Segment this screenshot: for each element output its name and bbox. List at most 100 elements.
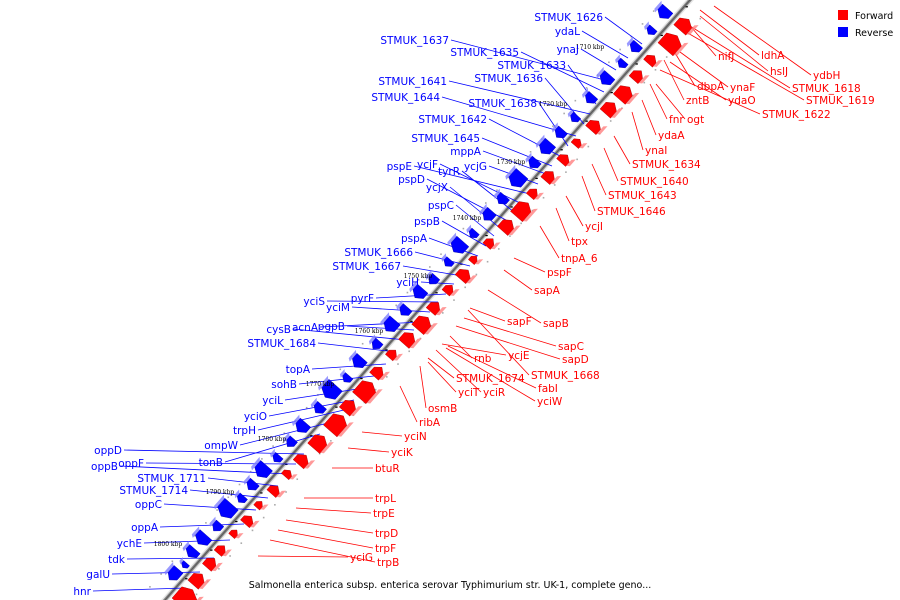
reverse-gene-label-oppd[interactable]: oppD [94,445,122,457]
forward-gene-feature[interactable] [612,85,633,105]
reverse-gene-label-ompw[interactable]: ompW [204,440,238,452]
reverse-gene-label-pspd[interactable]: pspD [398,174,425,186]
forward-gene-label-stmuk_1668[interactable]: STMUK_1668 [531,370,600,382]
forward-gene-feature[interactable] [266,485,280,498]
reverse-gene-label-ycih[interactable]: yciH [396,277,419,289]
forward-gene-feature[interactable] [187,573,205,590]
forward-gene-label-trpd[interactable]: trpD [375,528,398,540]
forward-gene-label-sapb[interactable]: sapB [543,318,569,330]
reverse-gene-label-oppa[interactable]: oppA [131,522,159,534]
reverse-gene-feature[interactable] [570,111,582,123]
reverse-gene-label-stmuk_1714[interactable]: STMUK_1714 [119,485,188,497]
reverse-gene-feature[interactable] [428,272,441,285]
forward-gene-label-dbpa[interactable]: dbpA [697,81,725,93]
reverse-gene-label-pspa[interactable]: pspA [401,233,428,245]
forward-gene-label-stmuk_1618[interactable]: STMUK_1618 [792,83,861,95]
forward-gene-label-stmuk_1646[interactable]: STMUK_1646 [597,206,666,218]
reverse-gene-feature[interactable] [468,227,480,239]
reverse-gene-label-cysb[interactable]: cysB [266,324,291,336]
forward-gene-feature[interactable] [570,138,582,149]
forward-gene-label-ydbh[interactable]: ydbH [813,70,840,82]
reverse-gene-label-ycjx[interactable]: ycjX [426,182,448,194]
reverse-gene-label-hnr[interactable]: hnr [73,586,91,598]
forward-gene-label-trpl[interactable]: trpL [375,493,396,505]
forward-gene-label-stmuk_1634[interactable]: STMUK_1634 [632,159,701,171]
forward-gene-label-stmuk_1622[interactable]: STMUK_1622 [762,109,831,121]
forward-gene-feature[interactable] [369,366,384,381]
reverse-gene-label-ycil[interactable]: yciL [262,395,283,407]
forward-gene-label-sapc[interactable]: sapC [558,341,584,353]
reverse-gene-feature[interactable] [508,168,529,188]
forward-gene-label-ycit[interactable]: yciT [458,387,480,399]
reverse-gene-feature[interactable] [181,560,190,569]
reverse-gene-label-stmuk_1641[interactable]: STMUK_1641 [378,76,447,88]
reverse-gene-label-tdk[interactable]: tdk [108,554,126,566]
forward-gene-label-riba[interactable]: ribA [419,417,441,429]
reverse-gene-label-ydal[interactable]: ydaL [555,26,580,38]
forward-gene-label-stmuk_1619[interactable]: STMUK_1619 [806,95,875,107]
forward-gene-label-fabi[interactable]: fabI [538,383,558,395]
forward-gene-label-ldha[interactable]: ldhA [761,50,785,62]
forward-gene-label-zntb[interactable]: zntB [686,95,710,107]
forward-gene-label-tnpa_6[interactable]: tnpA_6 [561,253,598,265]
forward-gene-feature[interactable] [323,413,348,438]
forward-gene-label-trpf[interactable]: trpF [375,543,396,555]
reverse-gene-feature[interactable] [352,353,368,369]
forward-gene-feature[interactable] [411,315,432,335]
forward-gene-feature[interactable] [228,529,238,539]
forward-gene-label-sapd[interactable]: sapD [562,354,589,366]
forward-gene-label-ynaf[interactable]: ynaF [730,82,755,94]
forward-gene-label-btur[interactable]: btuR [375,463,400,475]
forward-gene-feature[interactable] [425,302,441,316]
forward-gene-feature[interactable] [385,349,397,362]
reverse-gene-feature[interactable] [629,39,643,53]
reverse-gene-label-pspb[interactable]: pspB [414,216,440,228]
forward-gene-label-sapa[interactable]: sapA [534,285,561,297]
forward-gene-feature[interactable] [628,70,643,84]
reverse-gene-label-oppb[interactable]: oppB [91,461,118,473]
forward-gene-feature[interactable] [253,501,263,511]
reverse-gene-label-stmuk_1637[interactable]: STMUK_1637 [380,35,449,47]
forward-gene-label-tpx[interactable]: tpx [571,236,588,248]
forward-gene-feature[interactable] [657,32,682,57]
forward-gene-feature[interactable] [307,434,328,454]
reverse-gene-feature[interactable] [554,125,568,139]
legend-reverse[interactable]: Reverse [838,27,893,39]
forward-gene-label-ycig[interactable]: yciG [350,552,373,564]
forward-gene-label-ycji[interactable]: ycjI [585,221,603,233]
forward-gene-label-trpb[interactable]: trpB [377,557,399,569]
reverse-gene-label-stmuk_1638[interactable]: STMUK_1638 [468,98,537,110]
forward-gene-label-ynai[interactable]: ynaI [645,145,667,157]
reverse-gene-feature[interactable] [646,24,658,35]
reverse-gene-label-trph[interactable]: trpH [233,425,256,437]
reverse-gene-feature[interactable] [599,70,616,86]
reverse-gene-label-stmuk_1635[interactable]: STMUK_1635 [450,47,519,59]
forward-gene-feature[interactable] [468,255,478,265]
forward-gene-feature[interactable] [643,54,657,68]
forward-gene-feature[interactable] [540,171,555,185]
reverse-gene-feature[interactable] [412,283,429,299]
reverse-gene-label-stmuk_1711[interactable]: STMUK_1711 [137,473,206,485]
forward-gene-label-stmuk_1674[interactable]: STMUK_1674 [456,373,525,385]
forward-gene-feature[interactable] [171,586,198,600]
reverse-gene-feature[interactable] [528,155,542,169]
reverse-gene-label-pspe[interactable]: pspE [387,161,412,173]
legend-forward[interactable]: Forward [838,10,893,22]
reverse-gene-label-stmuk_1626[interactable]: STMUK_1626 [534,12,603,24]
reverse-gene-label-galu[interactable]: galU [86,569,110,581]
reverse-gene-feature[interactable] [236,492,248,504]
forward-gene-label-trpe[interactable]: trpE [373,508,395,520]
forward-gene-label-hslj[interactable]: hslJ [770,66,788,78]
forward-gene-label-fnr[interactable]: fnr [669,114,684,126]
forward-gene-label-ycik[interactable]: yciK [391,447,414,459]
reverse-gene-feature[interactable] [399,303,413,316]
reverse-gene-feature[interactable] [195,529,213,546]
reverse-gene-label-oppf[interactable]: oppF [118,458,144,470]
forward-gene-label-sapf[interactable]: sapF [507,316,532,328]
reverse-gene-feature[interactable] [295,417,312,433]
forward-gene-feature[interactable] [497,219,514,236]
forward-gene-label-ycin[interactable]: yciN [404,431,427,443]
forward-gene-feature[interactable] [673,17,692,36]
reverse-gene-label-mppa[interactable]: mppA [450,146,482,158]
forward-gene-feature[interactable] [585,119,601,135]
